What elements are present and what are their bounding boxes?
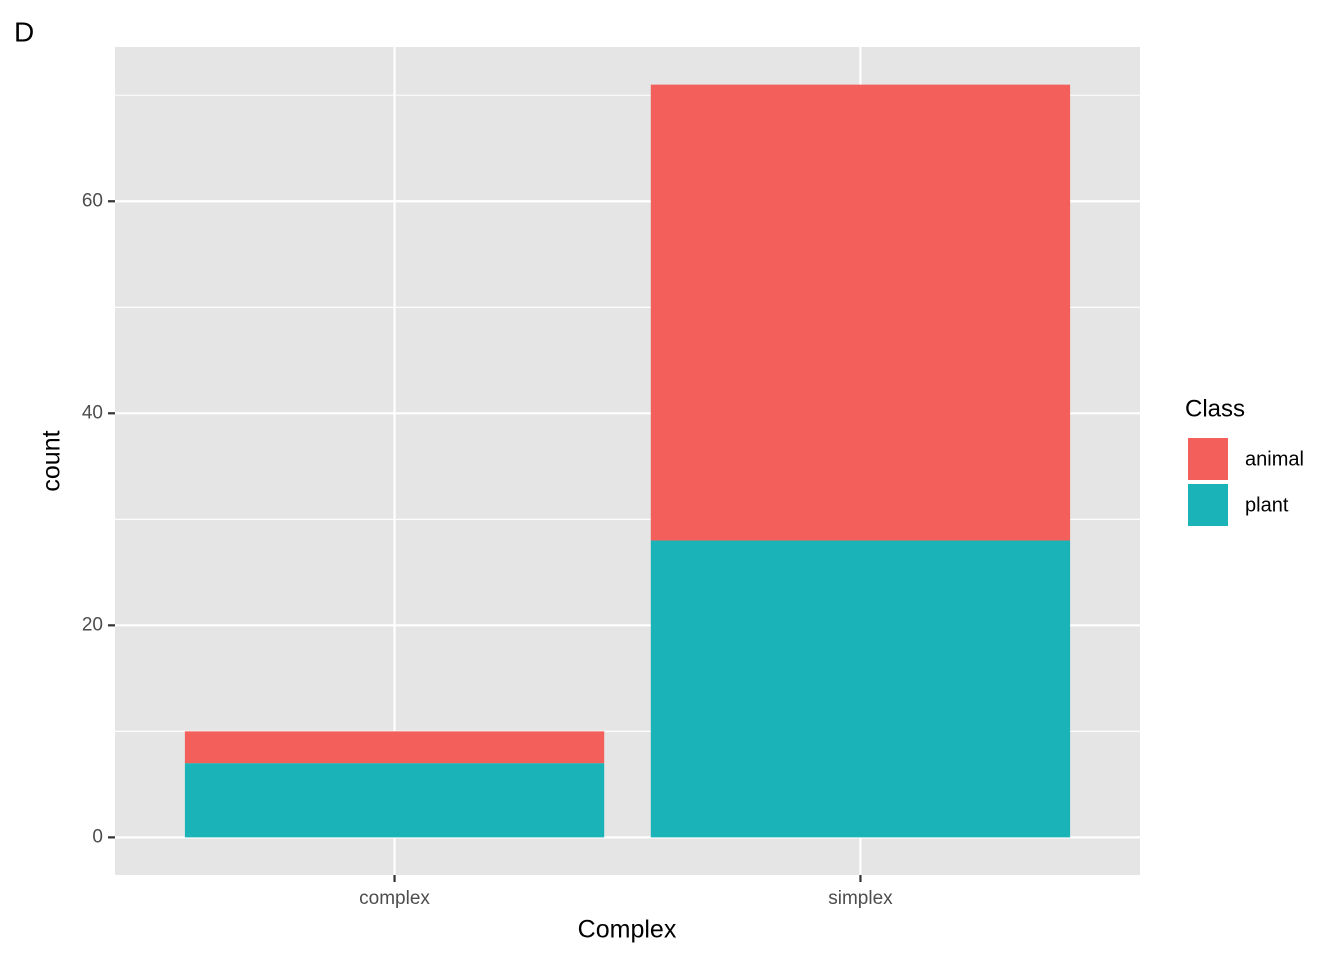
y-tick-label: 0 [92, 826, 103, 847]
plot-tag: D [14, 16, 34, 47]
x-tick-label: simplex [828, 888, 893, 909]
bar-segment [184, 731, 605, 764]
legend-title: Class [1185, 395, 1245, 422]
x-tick-label: complex [359, 888, 430, 909]
y-tick-label: 20 [82, 614, 103, 635]
y-tick-label: 60 [82, 190, 103, 211]
y-axis-title: count [38, 430, 66, 491]
y-tick-label: 40 [82, 402, 103, 423]
legend-key [1186, 482, 1230, 528]
legend-key [1186, 436, 1230, 482]
x-axis-title: Complex [578, 916, 677, 944]
bar-segment [650, 540, 1071, 838]
legend-label: plant [1245, 494, 1289, 516]
legend-label: animal [1245, 448, 1304, 470]
bar-segment [650, 84, 1071, 541]
bar-segment [184, 763, 605, 838]
